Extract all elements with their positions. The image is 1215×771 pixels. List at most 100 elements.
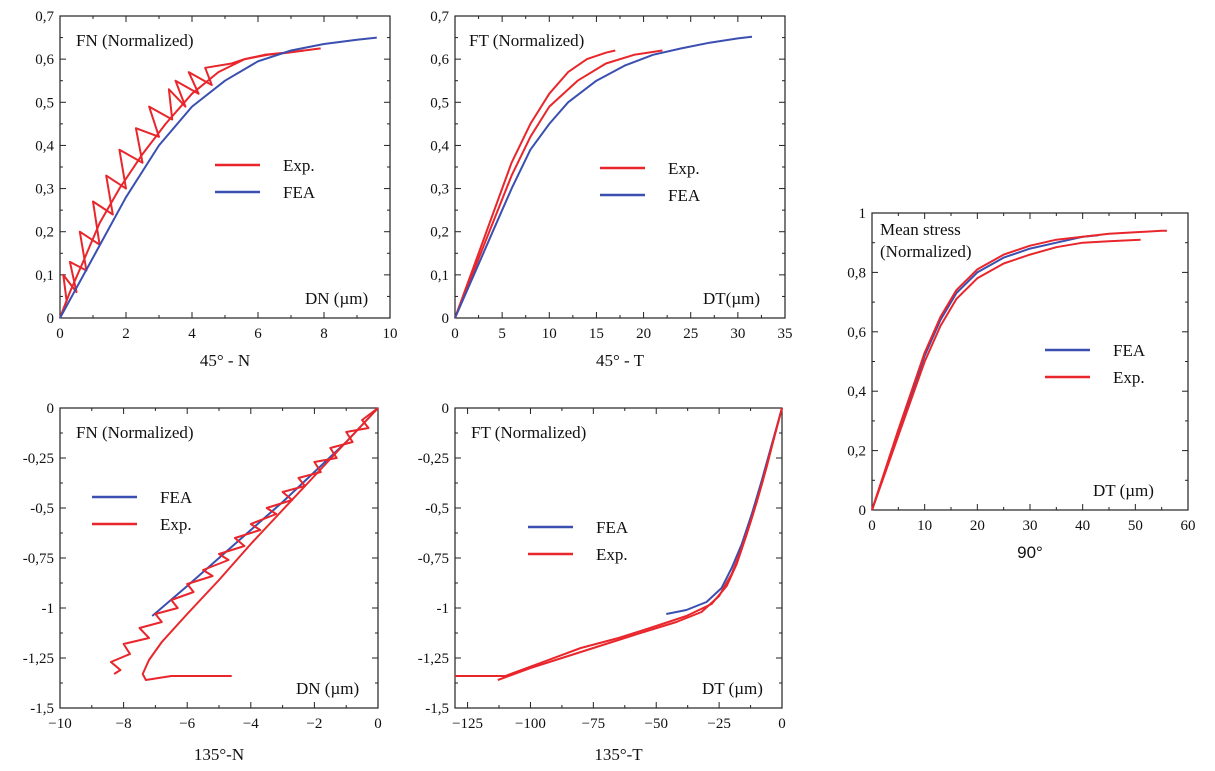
x-tick-label: 35 <box>778 326 793 342</box>
x-axis-label: DT(µm) <box>703 289 760 308</box>
y-tick-label: -0,75 <box>418 551 449 567</box>
series-line-exp-2 <box>141 407 379 681</box>
y-tick-label: -1 <box>437 601 450 617</box>
x-tick-label: 5 <box>498 326 506 342</box>
series-line-exp-2 <box>497 407 783 681</box>
legend-label-fea: FEA <box>283 183 316 202</box>
x-tick-label: 0 <box>778 716 786 732</box>
legend-label-exp: Exp. <box>1113 368 1145 387</box>
x-tick-label: 30 <box>730 326 745 342</box>
y-tick-label: 0,4 <box>430 138 449 154</box>
chart-title: Mean stress (Normalized) <box>880 220 972 261</box>
x-tick-label: 2 <box>122 326 130 342</box>
y-tick-label: 0,1 <box>430 268 449 284</box>
legend: Exp. FEA <box>215 156 316 202</box>
y-tick-label: 0 <box>442 311 450 327</box>
chart-p45t: 0 5 10 15 20 25 30 35 0 0,1 0,2 0,3 0,4 0,5 0,6 0,7 FT (… <box>430 9 792 370</box>
y-tick-label: 0,6 <box>35 52 54 68</box>
x-tick-label: 0 <box>56 326 64 342</box>
series-line-exp-0 <box>59 47 321 319</box>
x-tick-label: 10 <box>542 326 557 342</box>
x-tick-label: 20 <box>970 518 985 534</box>
y-tick-label: -0,75 <box>23 551 54 567</box>
chart-caption: 90° <box>1017 543 1043 562</box>
x-tick-label: −100 <box>515 716 546 732</box>
x-axis-label: DN (µm) <box>305 289 368 308</box>
x-tick-label: 10 <box>917 518 932 534</box>
series-line-exp-2 <box>871 238 1141 511</box>
y-tick-label: -1,25 <box>23 651 54 667</box>
y-tick-label: 0,3 <box>430 182 449 198</box>
y-tick-label: 0,7 <box>430 9 449 25</box>
x-tick-label: −8 <box>116 716 132 732</box>
x-axis-label: DT (µm) <box>1093 481 1154 500</box>
x-tick-label: 40 <box>1075 518 1090 534</box>
y-tick-label: 0 <box>859 503 867 519</box>
series-line-exp-1 <box>871 229 1167 511</box>
chart-caption: 45° - T <box>596 351 645 370</box>
legend-label-fea: FEA <box>160 488 193 507</box>
y-tick-label: 0,4 <box>35 138 54 154</box>
x-tick-label: −6 <box>179 716 195 732</box>
x-tick-label: −75 <box>582 716 605 732</box>
x-tick-label: 25 <box>683 326 698 342</box>
x-tick-label: −25 <box>707 716 730 732</box>
series-line-fea-0 <box>871 234 1099 511</box>
x-axis-label: DT (µm) <box>702 679 763 698</box>
series-line-exp-0 <box>454 49 616 319</box>
series-line-fea-2 <box>59 36 377 319</box>
legend: Exp. FEA <box>600 159 701 205</box>
x-tick-label: 4 <box>188 326 196 342</box>
y-tick-label: 0,6 <box>430 52 449 68</box>
y-tick-label: -0,5 <box>30 501 54 517</box>
chart-title: FT (Normalized) <box>469 31 584 50</box>
legend-label-fea: FEA <box>668 186 701 205</box>
legend-label-exp: Exp. <box>160 515 192 534</box>
x-tick-label: 8 <box>320 326 328 342</box>
y-tick-label: 0,5 <box>430 95 449 111</box>
y-tick-label: 0,7 <box>35 9 54 25</box>
series-line-fea-2 <box>454 35 753 319</box>
y-tick-label: -0,25 <box>418 451 449 467</box>
y-tick-label: 0,1 <box>35 268 54 284</box>
y-tick-label: 0,5 <box>35 95 54 111</box>
y-tick-label: 1 <box>859 206 867 222</box>
x-tick-label: 10 <box>383 326 398 342</box>
y-tick-label: -1,25 <box>418 651 449 667</box>
x-tick-label: 60 <box>1181 518 1196 534</box>
chart-caption: 135°-T <box>594 745 643 764</box>
y-tick-label: 0,2 <box>430 225 449 241</box>
x-tick-label: −4 <box>243 716 259 732</box>
y-tick-label: 0 <box>47 401 55 417</box>
series-line-fea-0 <box>666 407 783 615</box>
y-tick-label: -1,5 <box>425 701 449 717</box>
y-tick-label: -1,5 <box>30 701 54 717</box>
series-line-exp-1 <box>455 407 783 677</box>
chart-caption: 135°-N <box>194 745 244 764</box>
legend-label-exp: Exp. <box>668 159 700 178</box>
x-tick-label: 0 <box>374 716 382 732</box>
y-tick-label: -0,25 <box>23 451 54 467</box>
legend: FEA Exp. <box>92 488 193 534</box>
y-tick-label: 0 <box>47 311 55 327</box>
x-tick-label: −10 <box>48 716 71 732</box>
plot-frame <box>59 15 391 319</box>
x-tick-label: 20 <box>636 326 651 342</box>
chart-title: FT (Normalized) <box>471 423 586 442</box>
legend: FEA Exp. <box>528 518 629 564</box>
y-tick-label: -0,5 <box>425 501 449 517</box>
legend-label-exp: Exp. <box>283 156 315 175</box>
x-tick-label: 0 <box>868 518 876 534</box>
legend-label-exp: Exp. <box>596 545 628 564</box>
series-line-exp-1 <box>454 49 663 319</box>
y-tick-label: 0 <box>442 401 450 417</box>
y-tick-label: 0,2 <box>847 444 866 460</box>
x-tick-label: 6 <box>254 326 262 342</box>
y-tick-label: 0,8 <box>847 265 866 281</box>
chart-p45n: 0 2 4 6 8 10 0 0,1 0,2 0,3 0,4 0,5 0,6 0,7 FN (Normali… <box>35 9 397 370</box>
y-tick-label: -1 <box>42 601 55 617</box>
series-line-exp-1 <box>109 407 379 675</box>
chart-title: FN (Normalized) <box>76 31 194 50</box>
x-axis-label: DN (µm) <box>296 679 359 698</box>
y-tick-label: 0,3 <box>35 182 54 198</box>
